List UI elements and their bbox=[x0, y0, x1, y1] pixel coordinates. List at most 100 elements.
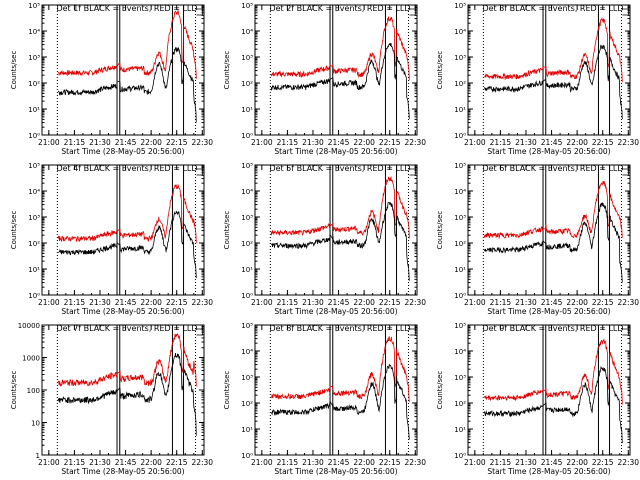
detector-panel: Det 5f BLACK = Events, RED = LLD 10⁰ 10¹ 10… bbox=[223, 162, 426, 316]
x-tick-label: 22:00 bbox=[353, 458, 375, 467]
x-tick-label: 21:00 bbox=[251, 138, 273, 147]
x-tick-label: 22:00 bbox=[140, 298, 162, 307]
bracket-marker bbox=[622, 168, 629, 176]
y-tick-label: 10² bbox=[28, 80, 40, 88]
y-tick-label: 10² bbox=[241, 400, 253, 408]
x-tick-label: 21:15 bbox=[64, 138, 86, 147]
x-tick-label: 21:15 bbox=[277, 298, 299, 307]
plot-frame bbox=[41, 4, 205, 136]
events-series-line bbox=[483, 202, 623, 283]
x-tick-label: 22:15 bbox=[166, 458, 188, 467]
bracket-marker bbox=[622, 328, 629, 336]
panel-title: Det 2f BLACK = Events, RED = LLD bbox=[269, 4, 410, 13]
bracket-marker bbox=[409, 168, 416, 176]
x-tick-label: 22:15 bbox=[166, 138, 188, 147]
y-tick-label: 10³ bbox=[241, 374, 253, 382]
y-tick-label: 10⁴ bbox=[454, 348, 466, 356]
y-tick-label: 10² bbox=[28, 240, 40, 248]
y-axis-label: Counts/sec bbox=[10, 371, 18, 410]
x-tick-label: 21:00 bbox=[464, 298, 486, 307]
events-series-line bbox=[57, 47, 197, 123]
detector-panel: Det 9f BLACK = Events, RED = LLD 10⁰ 10¹ 10… bbox=[436, 322, 639, 476]
y-tick-label: 10³ bbox=[454, 54, 466, 62]
y-tick-label: 10² bbox=[241, 80, 253, 88]
x-tick-label: 22:00 bbox=[566, 298, 588, 307]
y-axis-label: Counts/sec bbox=[436, 51, 444, 90]
detector-panel: Det 7f BLACK = Events, RED = LLD 1 10 100 10… bbox=[10, 322, 213, 476]
x-tick-label: 21:15 bbox=[64, 298, 86, 307]
detector-panel: Det 6f BLACK = Events, RED = LLD 10⁰ 10¹ 10… bbox=[436, 162, 639, 316]
plot-frame bbox=[254, 324, 418, 456]
y-tick-label: 10³ bbox=[28, 54, 40, 62]
lld-series-line bbox=[270, 16, 410, 81]
y-tick-label: 10¹ bbox=[454, 106, 466, 114]
detector-panel: Det 4f BLACK = Events, RED = LLD 10⁰ 10¹ 10… bbox=[10, 162, 213, 316]
x-tick-label: 21:15 bbox=[277, 458, 299, 467]
x-tick-label: 21:45 bbox=[115, 138, 137, 147]
y-tick-label: 1000 bbox=[22, 355, 40, 363]
x-tick-label: 22:30 bbox=[191, 138, 213, 147]
y-tick-label: 10⁴ bbox=[454, 28, 466, 36]
x-tick-label: 22:00 bbox=[566, 458, 588, 467]
y-tick-label: 10⁰ bbox=[241, 132, 253, 140]
y-tick-label: 10¹ bbox=[454, 266, 466, 274]
panel-title: Det 1f BLACK = Events, RED = LLD bbox=[56, 4, 197, 13]
y-axis-label: Counts/sec bbox=[10, 211, 18, 250]
y-tick-label: 10⁰ bbox=[241, 452, 253, 460]
y-tick-label: 1 bbox=[36, 452, 40, 460]
y-axis-label: Counts/sec bbox=[223, 211, 231, 250]
panel-title: Det 7f BLACK = Events, RED = LLD bbox=[56, 324, 197, 333]
y-tick-label: 10⁴ bbox=[241, 188, 253, 196]
y-tick-label: 10² bbox=[454, 400, 466, 408]
x-tick-label: 22:15 bbox=[379, 298, 401, 307]
x-tick-label: 21:30 bbox=[89, 138, 111, 147]
y-tick-label: 10³ bbox=[241, 54, 253, 62]
y-tick-label: 10⁴ bbox=[241, 28, 253, 36]
events-series-line bbox=[57, 353, 197, 436]
y-axis-label: Counts/sec bbox=[223, 51, 231, 90]
bracket-marker bbox=[409, 8, 416, 16]
x-axis-label: Start Time (28-May-05 20:56:00) bbox=[274, 307, 397, 316]
y-tick-label: 10⁰ bbox=[241, 292, 253, 300]
y-tick-label: 10³ bbox=[241, 214, 253, 222]
bracket-marker bbox=[409, 328, 416, 336]
events-series-line bbox=[270, 42, 410, 119]
x-tick-label: 21:00 bbox=[38, 138, 60, 147]
x-tick-label: 21:30 bbox=[302, 138, 324, 147]
x-tick-label: 22:00 bbox=[353, 298, 375, 307]
x-tick-label: 21:15 bbox=[277, 138, 299, 147]
panel-title: Det 9f BLACK = Events, RED = LLD bbox=[482, 324, 623, 333]
x-tick-label: 21:15 bbox=[490, 138, 512, 147]
x-tick-label: 22:30 bbox=[191, 458, 213, 467]
x-tick-label: 21:30 bbox=[515, 138, 537, 147]
x-axis-label: Start Time (28-May-05 20:56:00) bbox=[61, 147, 184, 156]
lld-series-line bbox=[483, 180, 623, 239]
x-tick-label: 21:00 bbox=[38, 458, 60, 467]
y-axis-label: Counts/sec bbox=[223, 371, 231, 410]
lld-series-line bbox=[270, 176, 410, 239]
y-axis-label: Counts/sec bbox=[436, 211, 444, 250]
x-axis-label: Start Time (28-May-05 20:56:00) bbox=[61, 307, 184, 316]
x-tick-label: 22:15 bbox=[592, 458, 614, 467]
y-tick-label: 10 bbox=[31, 420, 40, 428]
x-tick-label: 22:30 bbox=[404, 458, 426, 467]
y-tick-label: 10³ bbox=[28, 214, 40, 222]
detector-panel: Det 8f BLACK = Events, RED = LLD 10⁰ 10¹ 10… bbox=[223, 322, 426, 476]
events-series-line bbox=[483, 365, 623, 444]
plot-frame bbox=[467, 4, 631, 136]
y-tick-label: 10⁰ bbox=[454, 292, 466, 300]
y-tick-label: 10¹ bbox=[454, 426, 466, 434]
x-tick-label: 21:45 bbox=[541, 298, 563, 307]
y-tick-label: 10⁵ bbox=[28, 2, 40, 10]
x-tick-label: 21:00 bbox=[464, 138, 486, 147]
y-axis-label: Counts/sec bbox=[436, 371, 444, 410]
bracket-marker bbox=[196, 8, 203, 16]
y-tick-label: 10¹ bbox=[241, 426, 253, 434]
x-tick-label: 21:45 bbox=[115, 458, 137, 467]
panel-title: Det 4f BLACK = Events, RED = LLD bbox=[56, 164, 197, 173]
y-tick-label: 10⁵ bbox=[454, 162, 466, 170]
x-axis-label: Start Time (28-May-05 20:56:00) bbox=[487, 307, 610, 316]
y-tick-label: 10² bbox=[454, 80, 466, 88]
x-tick-label: 21:30 bbox=[302, 458, 324, 467]
